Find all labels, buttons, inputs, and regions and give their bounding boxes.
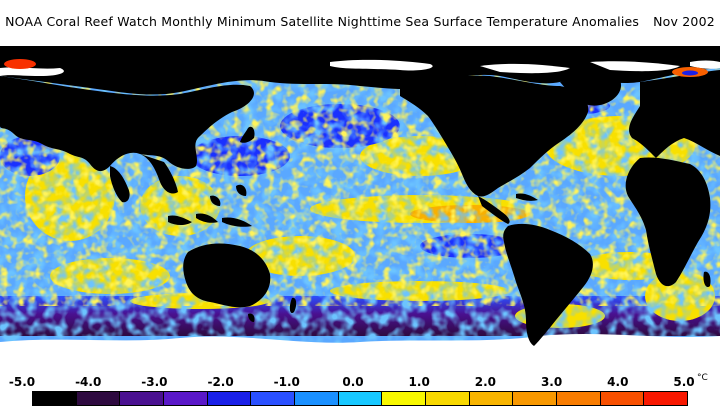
colorbar-swatch (381, 392, 426, 405)
sea-ice (0, 59, 720, 76)
colorbar-tick-label: 0.0 (342, 375, 364, 389)
colorbar-swatch (250, 392, 295, 405)
colorbar-swatch (468, 392, 513, 405)
colorbar-swatch (556, 392, 600, 405)
colorbar-swatch (512, 392, 557, 405)
map-title: NOAA Coral Reef Watch Monthly Minimum Sa… (0, 14, 720, 29)
sst-anomaly-map (0, 46, 720, 371)
colorbar (32, 391, 688, 406)
colorbar-tick-label: -3.0 (141, 375, 168, 389)
arctic-hotspot-west (4, 59, 36, 69)
colorbar-tick-label: 4.0 (607, 375, 629, 389)
colorbar-swatch (294, 392, 338, 405)
colorbar-tick-label: -1.0 (273, 375, 300, 389)
title-text: NOAA Coral Reef Watch Monthly Minimum Sa… (5, 14, 640, 29)
colorbar-swatch (643, 392, 688, 405)
colorbar-swatch (119, 392, 164, 405)
colorbar-tick-label: -2.0 (207, 375, 234, 389)
colorbar-tick-label: -5.0 (8, 375, 36, 389)
colorbar-tick-label: 3.0 (540, 375, 563, 389)
colorbar-tick-label: 2.0 (474, 375, 497, 389)
colorbar-swatch (337, 392, 382, 405)
colorbar-swatch (425, 392, 469, 405)
colorbar-swatch (599, 392, 644, 405)
title-date: Nov 2002 (653, 14, 715, 29)
colorbar-tick-label: 5.0 (673, 375, 695, 389)
colorbar-unit: °C (697, 373, 708, 383)
colorbar-tick-label: -4.0 (75, 375, 102, 389)
colorbar-tick-label: 1.0 (408, 375, 430, 389)
colorbar-swatch (33, 392, 76, 405)
colorbar-swatch (206, 392, 251, 405)
colorbar-swatch (163, 392, 207, 405)
arctic (0, 46, 720, 95)
colorbar-swatch (75, 392, 120, 405)
continents (0, 70, 720, 346)
